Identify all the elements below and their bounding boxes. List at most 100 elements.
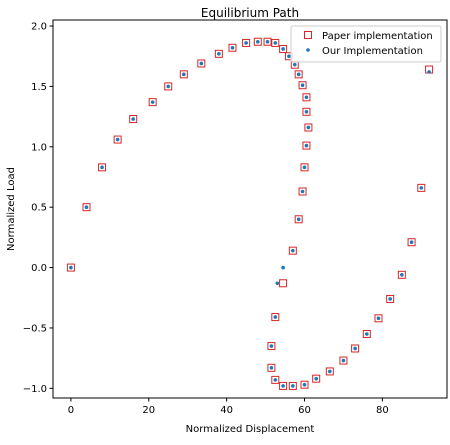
our-point xyxy=(275,281,280,286)
paper-point xyxy=(407,238,416,247)
y-axis-label: Normalized Load xyxy=(6,167,17,251)
legend-label-ours: Our Implementation xyxy=(322,46,423,57)
chart-title: Equilibrium Path xyxy=(201,6,299,20)
our-point xyxy=(269,344,274,348)
plot-marks xyxy=(66,37,434,390)
our-point xyxy=(100,165,104,170)
our-point xyxy=(304,95,309,100)
our-point xyxy=(244,41,248,45)
y-tick-label: 2.0 xyxy=(31,22,47,33)
our-point xyxy=(281,47,285,51)
our-point xyxy=(255,39,260,44)
paper-point xyxy=(288,246,297,255)
legend: Paper implementation Our Implementation xyxy=(290,25,442,63)
paper-point xyxy=(253,37,262,46)
paper-point xyxy=(267,342,276,351)
legend-marker-ours xyxy=(306,48,310,52)
our-point xyxy=(150,100,155,104)
x-tick-label: 60 xyxy=(298,405,311,416)
our-point xyxy=(388,297,392,301)
our-point xyxy=(409,240,414,245)
our-point xyxy=(296,72,301,77)
paper-point xyxy=(312,374,321,383)
paper-point xyxy=(417,183,426,192)
our-point xyxy=(287,54,291,59)
x-tick-label: 20 xyxy=(142,405,155,416)
x-axis-label: Normalized Displacement xyxy=(186,424,315,435)
y-tick-label: 1.0 xyxy=(31,142,47,153)
paper-point xyxy=(304,123,313,132)
paper-point xyxy=(66,263,75,272)
our-point xyxy=(291,384,295,388)
our-point xyxy=(281,265,285,270)
our-point xyxy=(419,186,424,190)
paper-point xyxy=(294,215,303,224)
y-tick-label: 0.0 xyxy=(31,263,47,274)
paper-point xyxy=(298,81,307,90)
legend-marker-paper xyxy=(304,31,312,39)
y-tick-label: −1.0 xyxy=(23,384,47,395)
our-point xyxy=(314,376,318,381)
our-point xyxy=(265,39,270,44)
y-tick-label: −0.5 xyxy=(23,323,47,334)
legend-label-paper: Paper implementation xyxy=(322,31,433,42)
our-point xyxy=(300,83,305,88)
paper-point xyxy=(271,375,280,384)
paper-point xyxy=(113,135,122,144)
our-point xyxy=(273,41,278,45)
paper-point xyxy=(294,70,303,79)
our-point xyxy=(364,332,369,336)
paper-point xyxy=(279,279,288,288)
paper-point xyxy=(164,82,173,91)
our-point xyxy=(300,189,305,194)
x-tick-label: 80 xyxy=(376,405,389,416)
paper-point xyxy=(351,344,360,353)
our-point xyxy=(400,273,404,277)
our-point xyxy=(281,384,285,388)
paper-point xyxy=(197,59,206,68)
paper-point xyxy=(339,356,348,365)
our-point xyxy=(199,61,204,66)
paper-point xyxy=(288,381,297,390)
our-point xyxy=(291,248,295,253)
paper-point xyxy=(374,314,383,323)
our-point xyxy=(353,346,357,351)
our-point xyxy=(131,117,136,121)
paper-point xyxy=(271,313,280,322)
paper-point xyxy=(302,141,311,150)
our-point xyxy=(296,217,301,222)
paper-point xyxy=(179,70,188,79)
paper-point xyxy=(129,115,138,124)
our-point xyxy=(230,45,235,50)
paper-point xyxy=(397,270,406,279)
our-point xyxy=(306,125,311,130)
paper-point xyxy=(325,367,334,376)
our-point xyxy=(69,265,73,270)
paper-point xyxy=(300,380,309,389)
our-point xyxy=(273,378,278,382)
paper-point xyxy=(302,93,311,102)
paper-point xyxy=(242,38,251,47)
our-point xyxy=(115,137,120,142)
our-point xyxy=(269,366,274,370)
paper-point xyxy=(263,37,272,46)
plot-frame xyxy=(52,19,448,399)
our-point xyxy=(302,165,307,170)
axis-ticks: 0 20 40 60 80 −1.0 −0.5 0.0 0.5 1.0 1.5 2.0 xyxy=(23,22,389,416)
our-point xyxy=(273,315,278,319)
our-point xyxy=(304,109,309,114)
our-point xyxy=(302,382,307,387)
our-point xyxy=(341,358,346,363)
x-tick-label: 40 xyxy=(220,405,233,416)
paper-point xyxy=(267,363,276,372)
paper-point xyxy=(362,329,371,338)
paper-point xyxy=(214,49,223,58)
our-point xyxy=(427,70,431,74)
paper-point xyxy=(300,163,309,172)
our-point xyxy=(217,52,221,56)
our-point xyxy=(328,369,332,374)
our-point xyxy=(182,72,186,77)
y-tick-label: 0.5 xyxy=(31,203,47,214)
